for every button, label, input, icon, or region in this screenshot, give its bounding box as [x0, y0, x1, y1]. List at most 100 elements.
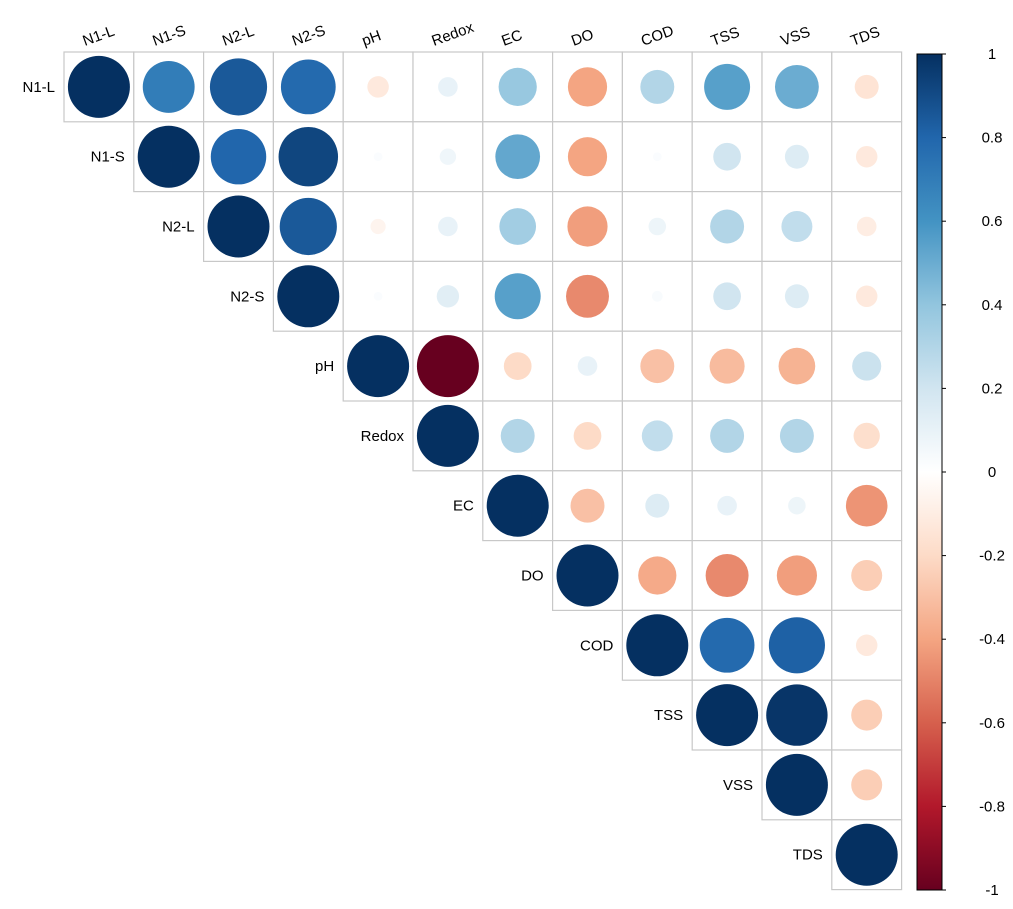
col-label-EC: EC: [499, 27, 525, 50]
corr-circle-N1-L-N2-S: [280, 59, 336, 115]
corr-circle-pH-VSS: [778, 347, 816, 385]
colorbar-tick-label: 0.2: [982, 380, 1003, 397]
grid-cell-N2-S-COD: [621, 260, 693, 332]
corr-circle-DO-DO: [556, 544, 619, 607]
corr-circle-N1-S-N2-L: [210, 128, 267, 185]
corr-circle-N1-L-N1-S: [142, 60, 195, 113]
corr-circle-N1-S-pH: [373, 152, 383, 162]
col-label-N1-S: N1-S: [150, 22, 188, 50]
corr-circle-N1-S-COD: [652, 152, 662, 162]
row-label-TSS: TSS: [654, 707, 683, 724]
row-label-VSS: VSS: [723, 777, 753, 794]
corr-circle-N1-S-DO: [567, 137, 608, 177]
grid-layer: [63, 51, 903, 891]
corr-circle-N2-L-TSS: [710, 209, 745, 244]
colorbar-tick-label: -1: [985, 882, 998, 899]
corr-circle-TSS-VSS: [766, 684, 828, 746]
colorbar-tick-label: -0.6: [979, 715, 1005, 732]
corr-circle-pH-TDS: [852, 351, 882, 381]
colorbar-tick-label: 1: [988, 46, 996, 63]
corr-circle-DO-COD: [638, 556, 677, 595]
corr-circle-N1-S-TDS: [855, 145, 878, 168]
row-label-Redox: Redox: [361, 428, 405, 445]
corr-circle-N1-L-COD: [640, 69, 675, 104]
corr-circle-N2-S-TDS: [855, 285, 878, 308]
colorbar-tick-label: 0: [988, 464, 996, 481]
corr-circle-Redox-VSS: [779, 418, 814, 453]
col-label-N1-L: N1-L: [80, 23, 116, 50]
corr-circle-pH-Redox: [416, 335, 479, 398]
corr-circle-EC-VSS: [788, 496, 806, 515]
colorbar-tick-label: -0.4: [979, 631, 1005, 648]
corr-circle-N2-L-N2-L: [207, 195, 270, 258]
corr-circle-TSS-TDS: [851, 699, 883, 731]
corr-circle-N2-L-Redox: [438, 216, 458, 237]
row-label-TDS: TDS: [793, 847, 823, 864]
corr-circle-N2-L-DO: [567, 206, 608, 247]
corr-circle-pH-TSS: [709, 348, 745, 384]
col-label-COD: COD: [639, 22, 676, 49]
corr-circle-N2-S-VSS: [784, 284, 809, 309]
row-label-DO: DO: [521, 568, 544, 585]
corr-circle-N1-L-TDS: [854, 74, 879, 99]
row-label-N1-S: N1-S: [91, 149, 125, 166]
corr-circle-VSS-TDS: [851, 769, 883, 801]
corr-circle-EC-EC: [486, 474, 549, 537]
colorbar-tick-label: 0.8: [982, 130, 1003, 147]
corr-circle-COD-VSS: [768, 617, 825, 674]
corr-circle-COD-TDS: [855, 634, 878, 657]
corr-circle-N1-S-N1-S: [137, 125, 200, 188]
corr-circle-VSS-VSS: [765, 753, 828, 816]
corr-circle-EC-TDS: [845, 484, 888, 527]
corr-circle-N1-S-Redox: [439, 148, 457, 165]
corr-circle-N1-L-N1-L: [67, 55, 130, 118]
label-layer: N1-L N1-S N2-L N2-S pH Redox EC DO COD TSS VSS TDS N…: [22, 19, 882, 864]
corr-circle-N1-L-Redox: [438, 77, 458, 97]
colorbar-tick-label: -0.8: [979, 798, 1005, 815]
corr-circle-N1-L-VSS: [774, 64, 819, 109]
circle-layer: [67, 55, 898, 886]
corr-circle-DO-VSS: [776, 555, 817, 596]
corr-circle-N2-S-COD: [651, 290, 663, 302]
corr-circle-N2-S-Redox: [436, 285, 460, 308]
corr-circle-N1-L-pH: [367, 76, 389, 98]
corr-circle-pH-EC: [503, 352, 532, 380]
row-label-EC: EC: [453, 498, 474, 515]
col-label-N2-L: N2-L: [220, 23, 256, 50]
corr-circle-N2-L-VSS: [781, 211, 813, 242]
corr-circle-DO-TSS: [705, 554, 749, 597]
corr-circle-N2-L-TDS: [856, 216, 877, 237]
corr-circle-Redox-DO: [573, 422, 602, 450]
corr-circle-COD-TSS: [699, 617, 755, 673]
corr-circle-Redox-TSS: [710, 418, 745, 453]
row-label-pH: pH: [315, 358, 334, 375]
grid-cell-N1-L-DO: [551, 51, 623, 123]
corr-circle-EC-TSS: [717, 495, 737, 516]
corr-circle-N2-L-pH: [370, 218, 386, 235]
corr-circle-N1-S-N2-S: [278, 126, 339, 187]
corr-circle-N2-L-N2-S: [279, 197, 337, 256]
corr-circle-Redox-EC: [500, 418, 535, 453]
corr-circle-TDS-TDS: [835, 823, 898, 886]
grid-cell-N1-S-VSS: [761, 121, 833, 193]
corr-circle-N2-S-DO: [566, 274, 609, 318]
corr-circle-pH-COD: [640, 349, 675, 384]
corr-circle-N2-L-EC: [499, 208, 537, 245]
row-label-COD: COD: [580, 637, 614, 654]
corr-circle-TSS-TSS: [696, 684, 759, 747]
row-label-N2-L: N2-L: [162, 219, 195, 236]
col-label-TSS: TSS: [709, 24, 742, 50]
corr-circle-pH-DO: [577, 356, 598, 376]
col-label-pH: pH: [360, 27, 384, 50]
corr-circle-N1-S-TSS: [713, 142, 741, 171]
corr-circle-N1-L-EC: [498, 67, 537, 107]
col-label-N2-S: N2-S: [290, 22, 328, 50]
row-label-N1-L: N1-L: [22, 79, 55, 96]
col-label-TDS: TDS: [848, 24, 882, 50]
corr-circle-N2-S-N2-S: [277, 265, 340, 328]
colorbar-gradient: [916, 53, 943, 891]
corr-circle-N2-S-EC: [494, 273, 541, 320]
corr-circle-DO-TDS: [851, 560, 883, 591]
